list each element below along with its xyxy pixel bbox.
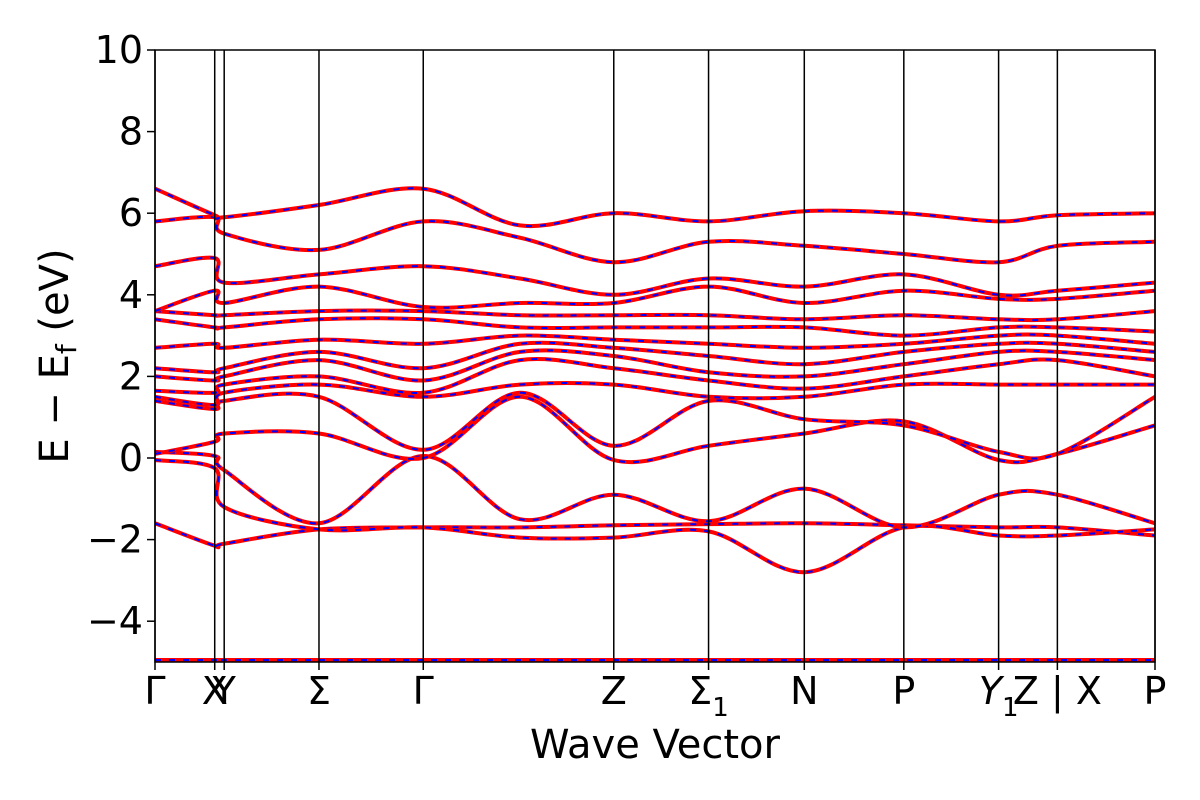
band-overlay-13 <box>155 256 1155 297</box>
y-tick-label: 8 <box>119 110 143 154</box>
x-tick-label-sub: 1 <box>1002 693 1019 723</box>
y-tick-label: −4 <box>87 599 143 643</box>
plot-frame <box>154 49 1156 663</box>
x-tick-label-main: Σ <box>307 669 331 713</box>
x-tick-label: Y1 <box>979 669 1019 723</box>
y-tick-label: 6 <box>119 191 143 235</box>
x-tick-label: Γ <box>144 669 165 713</box>
x-tick-label-main: Y <box>979 669 1005 713</box>
x-tick-label: N <box>790 669 818 713</box>
y-tick-label: 2 <box>119 354 143 398</box>
x-tick-label-main: Z | X <box>1013 669 1102 714</box>
x-tick-label: Y <box>212 669 237 713</box>
y-axis-label-sub: f <box>50 343 83 354</box>
y-tick-label: −2 <box>87 518 143 562</box>
x-tick-label: X <box>202 669 228 713</box>
y-tick-label: 4 <box>119 273 143 317</box>
band-line-2 <box>155 449 1155 530</box>
x-tick-label-main: Γ <box>413 669 434 713</box>
x-tick-label-main: Y <box>212 669 237 713</box>
band-line-4 <box>155 390 1155 461</box>
band-line-1 <box>155 458 1155 575</box>
x-tick-label: Γ <box>413 669 434 713</box>
band-line-14 <box>155 214 1155 265</box>
band-overlay-5 <box>155 382 1155 407</box>
x-tick-label-main: Z <box>601 669 627 713</box>
band-overlay-8 <box>155 341 1155 374</box>
y-tick-label: 0 <box>119 436 143 480</box>
band-line-8 <box>155 340 1155 375</box>
band-overlay-1 <box>155 459 1155 574</box>
y-axis-label-unit: (eV) <box>32 248 78 344</box>
band-overlay-4 <box>155 391 1155 460</box>
y-axis-label: E − Ef (eV) <box>32 248 83 463</box>
y-axis-ticks: 10 8 6 4 2 0 −2 −4 <box>87 28 155 643</box>
y-tick-label: 10 <box>95 28 143 72</box>
x-tick-label: Z | X <box>1013 669 1102 714</box>
x-tick-label: P <box>1144 669 1167 713</box>
x-tick-label-main: Γ <box>144 669 165 713</box>
high-symmetry-lines <box>154 50 1156 662</box>
x-tick-label: Σ1 <box>688 669 729 723</box>
y-axis-label-main: E − E <box>32 354 78 464</box>
x-tick-label-main: P <box>1144 669 1167 713</box>
x-tick-label: Σ <box>307 669 331 713</box>
band-overlay-7 <box>155 349 1155 382</box>
x-tick-label-main: Σ <box>688 669 712 713</box>
x-tick-label-main: P <box>892 669 915 713</box>
x-tick-label: P <box>892 669 915 713</box>
bands-layer <box>155 186 1155 662</box>
x-tick-label: Z <box>601 669 627 713</box>
x-tick-label-main: X <box>202 669 228 713</box>
band-overlay-2 <box>155 450 1155 529</box>
x-tick-label-main: N <box>790 669 818 713</box>
band-overlay-6 <box>155 358 1155 394</box>
x-tick-label-sub: 1 <box>712 693 729 723</box>
x-axis-label: Wave Vector <box>530 722 781 768</box>
